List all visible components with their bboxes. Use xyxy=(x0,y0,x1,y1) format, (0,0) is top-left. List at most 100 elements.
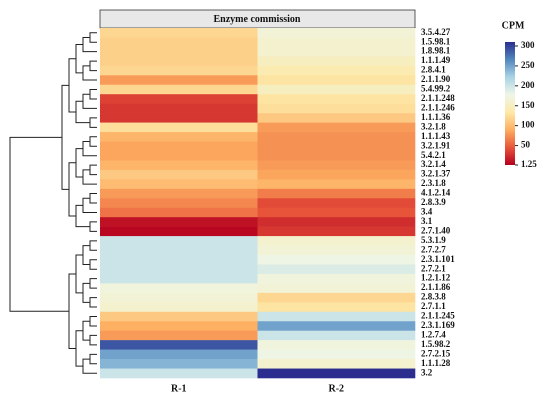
heat-cell xyxy=(257,321,416,332)
heat-cell xyxy=(257,302,416,313)
dendrogram-branch xyxy=(89,221,97,232)
heat-cell xyxy=(257,150,416,161)
heat-cell xyxy=(257,188,416,199)
row-label: 5.4.2.1 xyxy=(421,150,446,160)
heat-cell xyxy=(100,132,258,142)
colorbar-tick-label: 150 xyxy=(521,100,535,110)
row-label: 2.3.1.8 xyxy=(421,178,446,188)
row-label: 1.1.1.49 xyxy=(421,55,451,65)
heat-cell xyxy=(100,94,258,104)
heat-cell xyxy=(257,349,416,360)
row-label: 1.1.1.28 xyxy=(421,358,451,368)
heat-cell xyxy=(257,65,416,76)
dendrogram-branch xyxy=(89,334,97,346)
heat-cell xyxy=(100,255,258,265)
dendrogram-branch xyxy=(89,278,97,289)
dendrogram-branch xyxy=(75,44,83,74)
row-label: 2.3.1.101 xyxy=(421,254,455,264)
dendrogram-branch xyxy=(75,254,83,294)
row-label: 2.8.3.8 xyxy=(421,292,446,302)
heat-cell xyxy=(100,56,258,67)
heat-cell xyxy=(257,103,416,114)
heat-cell xyxy=(257,122,416,133)
dendrogram-branch xyxy=(9,136,69,312)
heat-cell xyxy=(100,292,258,303)
heat-cell xyxy=(100,302,258,313)
colorbar-tick-label: 250 xyxy=(521,60,535,70)
row-label: 5.4.99.2 xyxy=(421,84,451,94)
heat-cell xyxy=(100,368,258,379)
heat-cell xyxy=(100,37,258,48)
row-label: 3.4 xyxy=(421,207,433,217)
heat-cell xyxy=(100,236,258,246)
heat-cell xyxy=(257,75,416,86)
row-label: 1.8.98.1 xyxy=(421,46,451,56)
heat-cell xyxy=(257,292,416,303)
heat-cell xyxy=(257,368,416,379)
colorbar-tick-label: 200 xyxy=(521,80,535,90)
row-label: 3.2 xyxy=(421,367,433,377)
dendrogram-branch xyxy=(89,240,97,251)
row-label: 2.3.1.169 xyxy=(421,320,455,330)
dendrogram-branch xyxy=(75,330,83,367)
dendrogram-branch xyxy=(89,136,97,147)
row-label: 1.5.98.1 xyxy=(421,36,451,46)
row-label: 3.5.4.27 xyxy=(421,27,451,37)
heat-cell xyxy=(257,359,416,369)
row-label: 3.2.1.4 xyxy=(421,159,446,169)
dendrogram-branch xyxy=(89,297,97,308)
legend-title: CPM xyxy=(502,20,525,31)
heat-cell xyxy=(257,84,416,95)
row-label: 2.7.1.40 xyxy=(421,225,451,235)
dendrogram-branch xyxy=(75,148,83,178)
dendrogram-branch xyxy=(89,88,97,100)
heat-cell xyxy=(257,94,416,104)
dendrogram-branch xyxy=(89,164,97,176)
heat-cell xyxy=(100,113,258,123)
heat-cell xyxy=(257,255,416,265)
row-label: 2.1.1.246 xyxy=(421,102,455,112)
colorbar-tick-label: 100 xyxy=(521,120,535,130)
row-label: 3.2.1.91 xyxy=(421,140,451,150)
row-label: 3.2.1.37 xyxy=(421,169,451,179)
row-label: 2.1.1.90 xyxy=(421,74,451,84)
heat-cell xyxy=(257,37,416,48)
heat-cell xyxy=(100,217,258,227)
dendrogram-branch xyxy=(89,193,97,204)
dendrogram-branch xyxy=(89,316,97,327)
dendrogram-branch xyxy=(89,117,97,128)
heat-cell xyxy=(100,28,258,38)
heat-cell xyxy=(100,75,258,86)
column-label: R-1 xyxy=(171,383,187,394)
heat-cell xyxy=(257,273,416,284)
heat-cell xyxy=(100,311,258,322)
heat-cell xyxy=(100,141,258,152)
colorbar-tick-label: 1.25 xyxy=(521,159,537,169)
colorbar-tick-label: 300 xyxy=(521,40,535,50)
dendrogram-branch xyxy=(68,273,76,349)
dendrogram-branch xyxy=(89,353,97,365)
row-label: 5.3.1.9 xyxy=(421,235,446,245)
heat-cell xyxy=(100,169,258,180)
heat-cell xyxy=(100,46,258,57)
heat-cell xyxy=(257,340,416,350)
heat-cell xyxy=(100,150,258,161)
row-label: 1.2.7.4 xyxy=(421,329,446,339)
heat-cell xyxy=(257,169,416,180)
row-label: 1.5.98.2 xyxy=(421,339,451,349)
heat-cell xyxy=(100,65,258,76)
row-label: 2.7.1.1 xyxy=(421,301,446,311)
row-label: 2.8.3.9 xyxy=(421,197,446,207)
row-label: 2.7.2.7 xyxy=(421,244,446,254)
row-label: 1.1.1.36 xyxy=(421,112,451,122)
heat-cell xyxy=(257,311,416,322)
heat-cell xyxy=(100,207,258,218)
heat-cell xyxy=(257,132,416,142)
column-label: R-2 xyxy=(328,383,344,394)
row-label: 2.7.2.1 xyxy=(421,263,446,273)
heat-cell xyxy=(100,245,258,256)
heat-cell xyxy=(257,28,416,38)
dendrogram-branch xyxy=(89,32,97,43)
heat-cell xyxy=(100,321,258,332)
